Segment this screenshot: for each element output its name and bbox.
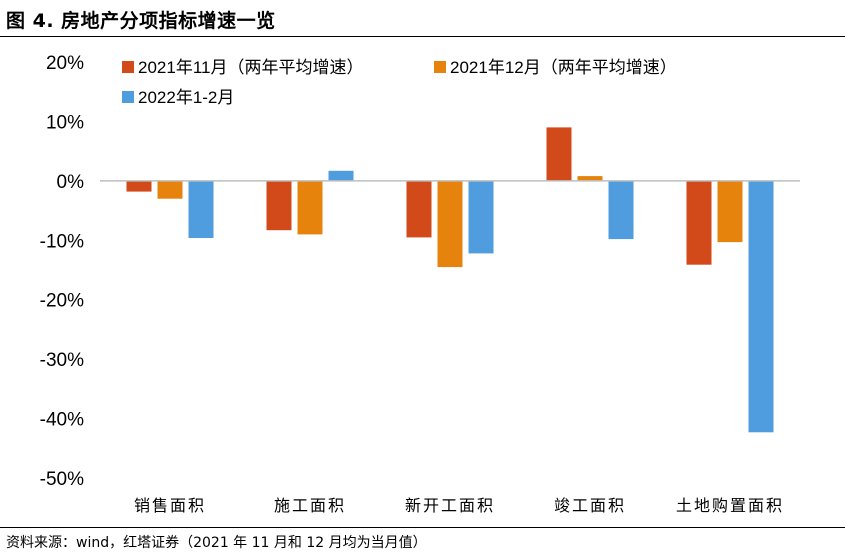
source-note: 资料来源：wind，红塔证券（2021 年 11 月和 12 月均为当月值） <box>6 535 427 551</box>
legend-swatch <box>122 61 134 73</box>
y-tick-label: 0% <box>57 172 85 193</box>
category-label: 土地购置面积 <box>676 496 784 515</box>
bar <box>546 127 572 181</box>
y-tick-label: 20% <box>46 53 84 74</box>
bar <box>686 180 712 265</box>
bar <box>157 180 183 199</box>
bar <box>266 180 292 231</box>
bar <box>717 180 743 243</box>
bar <box>126 180 152 192</box>
y-tick-label: -50% <box>40 469 84 490</box>
bar <box>297 180 323 235</box>
bar-chart: 20% 10% 0% -10% -20% -30% -40% -50% 销售面积 施工面积 新开工面… <box>40 53 800 515</box>
y-tick-label: -10% <box>40 231 84 252</box>
legend-label: 2021年11月（两年平均增速） <box>138 58 363 77</box>
category-label: 竣工面积 <box>554 496 626 515</box>
y-tick-label: 10% <box>46 112 84 133</box>
bar <box>577 176 603 181</box>
category-label: 新开工面积 <box>405 496 495 515</box>
bar <box>608 180 634 240</box>
bottom-rule <box>0 527 845 528</box>
category-label: 施工面积 <box>274 496 346 515</box>
y-tick-label: -30% <box>40 350 84 371</box>
legend-label: 2021年12月（两年平均增速） <box>450 58 677 77</box>
y-tick-label: -40% <box>40 410 84 431</box>
bar <box>328 170 354 181</box>
top-rule <box>0 36 845 37</box>
figure-title: 图 4. 房地产分项指标增速一览 <box>6 10 276 32</box>
legend-swatch <box>122 91 134 103</box>
legend-swatch <box>434 61 446 73</box>
category-label: 销售面积 <box>134 496 206 515</box>
bar <box>437 180 463 268</box>
bar <box>468 180 494 254</box>
legend-label: 2022年1-2月 <box>138 88 234 107</box>
bar <box>748 180 774 433</box>
y-tick-label: -20% <box>40 291 84 312</box>
bar <box>188 180 214 238</box>
bar <box>406 180 432 238</box>
